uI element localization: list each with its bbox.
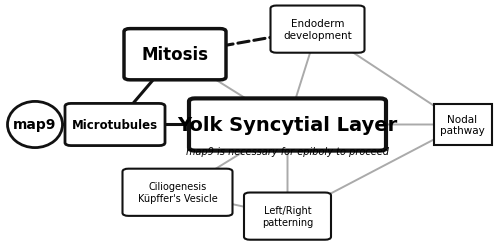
- Text: map9 is necessary for epiboly to proceed: map9 is necessary for epiboly to proceed: [186, 146, 389, 156]
- FancyBboxPatch shape: [65, 104, 165, 146]
- Text: Left/Right
patterning: Left/Right patterning: [262, 206, 313, 227]
- FancyBboxPatch shape: [124, 30, 226, 80]
- FancyBboxPatch shape: [189, 99, 386, 151]
- FancyBboxPatch shape: [122, 169, 232, 216]
- Text: Yolk Syncytial Layer: Yolk Syncytial Layer: [178, 116, 398, 134]
- Text: Ciliogenesis
Küpffer's Vesicle: Ciliogenesis Küpffer's Vesicle: [138, 182, 218, 203]
- Text: Mitosis: Mitosis: [142, 46, 208, 64]
- FancyArrowPatch shape: [130, 121, 269, 129]
- FancyArrowPatch shape: [191, 196, 272, 214]
- FancyArrowPatch shape: [300, 132, 448, 210]
- FancyArrowPatch shape: [187, 62, 274, 116]
- FancyArrowPatch shape: [190, 30, 299, 52]
- FancyArrowPatch shape: [125, 69, 163, 114]
- FancyBboxPatch shape: [434, 104, 492, 146]
- Text: Microtubules: Microtubules: [72, 118, 158, 132]
- FancyArrowPatch shape: [284, 139, 290, 200]
- FancyArrowPatch shape: [329, 38, 449, 116]
- FancyArrowPatch shape: [50, 121, 96, 129]
- FancyArrowPatch shape: [191, 132, 276, 184]
- Text: map9: map9: [14, 118, 56, 132]
- Text: Nodal
pathway: Nodal pathway: [440, 114, 485, 136]
- FancyArrowPatch shape: [292, 45, 314, 112]
- FancyArrowPatch shape: [304, 122, 446, 128]
- Ellipse shape: [8, 102, 62, 148]
- FancyBboxPatch shape: [244, 193, 331, 240]
- Text: Endoderm
development: Endoderm development: [283, 19, 352, 41]
- FancyBboxPatch shape: [270, 6, 364, 54]
